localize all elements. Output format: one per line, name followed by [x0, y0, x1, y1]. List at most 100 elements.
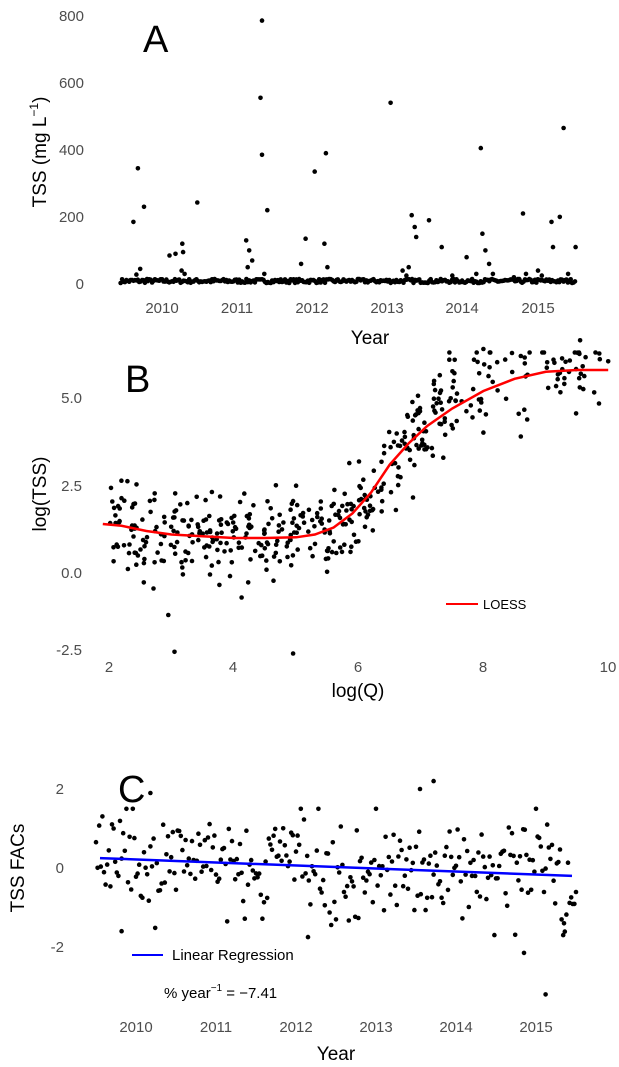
- panel-b-point: [347, 460, 352, 466]
- panel-c-point: [559, 917, 564, 922]
- panel-c-point: [536, 835, 542, 841]
- panel-a-point: [179, 268, 184, 273]
- panel-b-point: [527, 350, 532, 355]
- panel-c-point: [221, 845, 227, 851]
- panel-b-point: [273, 483, 279, 488]
- panel-b-point: [337, 545, 343, 550]
- panel-b-point: [379, 509, 385, 514]
- panel-b-point: [502, 357, 508, 362]
- panel-b-point: [597, 356, 603, 362]
- panel-b-point: [331, 539, 337, 544]
- panel-c-point: [165, 834, 171, 839]
- panel-c-point: [132, 835, 137, 841]
- panel-a-point: [561, 125, 566, 131]
- panel-b-point: [432, 408, 437, 414]
- panel-b-point: [310, 553, 315, 559]
- panel-b-point: [429, 445, 435, 451]
- panel-c-point: [410, 860, 416, 866]
- panel-c-point: [240, 898, 246, 904]
- panel-b-point: [449, 422, 454, 428]
- panel-c-point: [541, 889, 547, 895]
- panel-b-point: [183, 558, 188, 563]
- panel-a-point: [511, 275, 517, 280]
- panel-b-point: [273, 542, 279, 547]
- panel-b-point: [229, 560, 235, 565]
- panel-b-label: B: [125, 359, 150, 401]
- panel-b-point: [596, 401, 602, 406]
- panel-b-point: [420, 440, 425, 446]
- panel-c-point: [314, 848, 320, 853]
- panel-c-point: [111, 826, 116, 831]
- panel-b-point: [180, 572, 186, 577]
- panel-b-point: [121, 543, 127, 548]
- panel-c-point: [389, 859, 395, 864]
- panel-b-point: [487, 350, 493, 355]
- panel-c-point: [260, 916, 265, 921]
- panel-b-point: [276, 529, 281, 534]
- panel-a-point: [388, 100, 393, 106]
- panel-b-point: [306, 507, 312, 513]
- panel-b-point: [239, 545, 245, 550]
- panel-b-point: [108, 485, 114, 491]
- panel-c-point: [416, 829, 422, 834]
- panel-c-point: [540, 868, 545, 874]
- panel-b-y-tick-label: 2.5: [61, 478, 82, 495]
- panel-b-point: [558, 390, 563, 395]
- panel-b-point: [438, 388, 444, 393]
- panel-c-point: [148, 844, 153, 849]
- panel-c-point: [362, 890, 368, 895]
- panel-a-point: [412, 224, 418, 230]
- panel-c-point: [546, 845, 552, 850]
- panel-b-point: [439, 407, 445, 412]
- panel-b-legend-label: LOESS: [483, 597, 527, 612]
- panel-b-point: [361, 477, 366, 483]
- panel-b-point: [562, 381, 567, 387]
- panel-c-point: [277, 839, 283, 844]
- panel-b-point: [524, 417, 530, 422]
- panel-b-point: [284, 544, 290, 549]
- panel-b-point: [416, 446, 422, 451]
- panel-c-point: [300, 874, 305, 879]
- panel-b-point: [470, 415, 475, 420]
- panel-b-point: [159, 558, 164, 563]
- panel-c-point: [474, 889, 480, 895]
- panel-c-point: [479, 832, 484, 837]
- panel-c-point: [556, 859, 561, 865]
- panel-c-x-tick-label: 2012: [279, 1019, 312, 1036]
- panel-c-point: [397, 838, 403, 843]
- panel-b: B 5.0 2.5 0.0 -2.5 2 4 6 8 10 log(Q) log…: [30, 338, 616, 702]
- panel-c-point: [263, 859, 268, 864]
- panel-b-point: [172, 544, 177, 550]
- panel-a-y-tick-label: 200: [59, 209, 84, 226]
- panel-b-point: [248, 557, 253, 562]
- panel-b-point: [217, 494, 223, 499]
- panel-b-point: [343, 522, 349, 527]
- panel-c-annotation: % year−1 = −7.41: [164, 983, 277, 1002]
- panel-c-point: [320, 877, 326, 883]
- panel-a-point: [400, 268, 405, 273]
- panel-b-point: [567, 358, 573, 363]
- panel-c-point: [477, 894, 483, 899]
- panel-c-point: [135, 871, 140, 876]
- panel-b-point: [183, 549, 188, 554]
- panel-a-x-tick-label: 2011: [221, 300, 253, 317]
- panel-b-point: [494, 359, 500, 365]
- panel-b-point: [218, 522, 224, 527]
- panel-b-point: [194, 494, 199, 500]
- panel-c-x-tick-label: 2013: [359, 1019, 392, 1036]
- panel-c-point: [101, 869, 107, 875]
- panel-a-point: [486, 261, 492, 267]
- panel-c-point: [412, 907, 417, 913]
- panel-b-point: [474, 350, 480, 355]
- panel-b-point: [553, 383, 559, 389]
- panel-a-point: [134, 272, 139, 277]
- panel-a-point: [483, 248, 488, 253]
- panel-b-point: [195, 522, 200, 527]
- panel-b-point: [477, 408, 483, 413]
- panel-b-point: [111, 545, 116, 550]
- panel-b-point: [132, 550, 137, 555]
- panel-c-x-tick-label: 2014: [439, 1019, 472, 1036]
- panel-a-point: [137, 266, 143, 272]
- panel-c-point: [543, 992, 548, 997]
- panel-b-y-tick-label: -2.5: [56, 642, 82, 659]
